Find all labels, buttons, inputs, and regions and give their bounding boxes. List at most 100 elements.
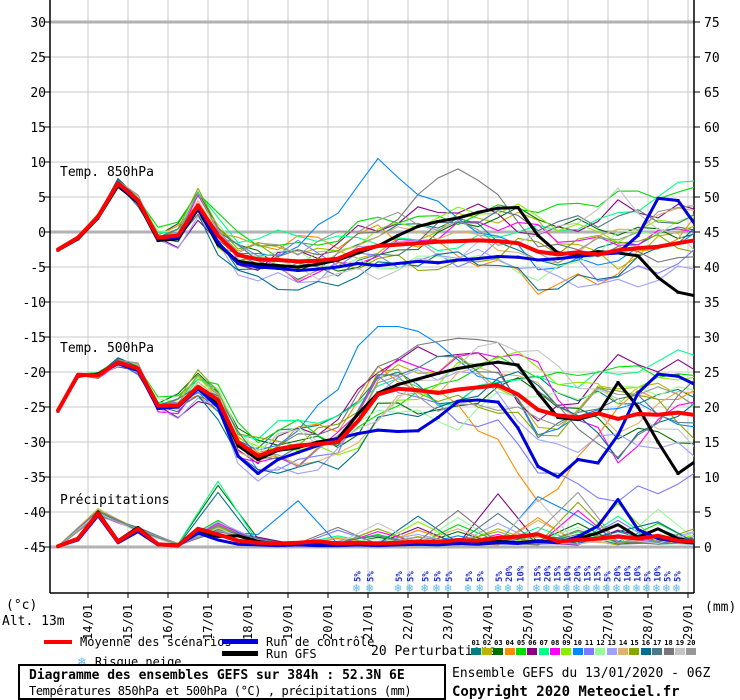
perturbation-swatch: 05 — [515, 640, 527, 655]
temp850-control-marker — [536, 258, 540, 262]
date-label: 22/01 — [401, 604, 415, 640]
y-label-right: 15 — [704, 436, 720, 451]
temp850-control-marker — [436, 261, 440, 265]
y-label-right: 70 — [704, 51, 720, 66]
perturbation-swatch: 11 — [583, 639, 595, 655]
temp850-gfs-marker — [536, 234, 540, 237]
snow-risk-percent: 15% — [533, 565, 543, 582]
y-label-right: 55 — [704, 156, 720, 171]
temp500-gfs-marker — [456, 367, 460, 370]
precip-mean-marker — [576, 538, 580, 542]
snowflake-icon: ❄ — [643, 581, 650, 595]
temp850-mean-marker — [496, 239, 500, 243]
precip-mean-marker — [196, 527, 200, 531]
temp850-control-marker — [216, 241, 220, 244]
perturbation-number: 03 — [494, 639, 503, 647]
temp500-mean-marker — [296, 444, 300, 447]
temp850-control-marker — [576, 255, 580, 258]
temp850-control-marker — [316, 267, 320, 271]
precip-mean-marker — [536, 532, 540, 536]
chart-subtitle: Températures 850hPa et 500hPa (°C) , pré… — [29, 684, 412, 698]
temp500-control-marker — [276, 458, 280, 461]
temp500-gfs-marker — [316, 440, 320, 444]
snowflake-icon: ❄ — [421, 581, 428, 595]
temp500-gfs-marker — [656, 440, 660, 444]
temp500-gfs-marker — [636, 405, 640, 409]
temp850-mean-marker — [196, 203, 200, 207]
y-label-right: 45 — [704, 226, 720, 241]
precip-mean-marker — [416, 539, 420, 543]
temp500-gfs-marker — [416, 377, 420, 381]
y-label-left: 15 — [30, 121, 46, 136]
snowflake-icon: ❄ — [78, 655, 86, 670]
precip-mean-marker — [356, 541, 360, 545]
temp850-mean-marker — [396, 243, 400, 247]
temp500-gfs-marker — [676, 472, 680, 475]
snowflake-icon: ❄ — [543, 581, 550, 595]
perturbation-color — [686, 648, 697, 655]
temp850-control-marker — [616, 251, 620, 255]
y-label-right: 0 — [704, 541, 712, 556]
perturbation-color — [584, 648, 595, 655]
temp500-mean-marker — [276, 447, 280, 451]
y-label-right: 40 — [704, 261, 720, 276]
temp850-mean-marker — [176, 234, 180, 237]
temp850-mean-marker — [536, 250, 540, 254]
perturbation-color — [606, 648, 617, 655]
temp850-mean-marker — [456, 239, 460, 243]
snowflake-icon: ❄ — [623, 581, 630, 595]
perturbation-swatch: 01 — [470, 640, 481, 655]
temp850-mean-marker — [596, 252, 600, 256]
perturbation-swatch: 14 — [617, 640, 629, 655]
legend-mean: Moyenne des scénarios — [44, 631, 232, 650]
temp500-gfs-marker — [236, 444, 240, 447]
y-label-left: 25 — [30, 51, 46, 66]
temp500-control-marker — [456, 399, 460, 403]
perturbation-color — [674, 648, 685, 655]
perturbation-number: 15 — [630, 639, 639, 647]
perturbation-number: 11 — [584, 639, 594, 647]
precip-mean-marker — [376, 542, 380, 545]
y-label-left: -15 — [23, 331, 46, 346]
perturbation-color — [595, 648, 606, 655]
temp850-gfs-marker — [276, 264, 280, 268]
gfs-line-swatch — [222, 651, 258, 656]
temp500-control-marker — [556, 475, 560, 479]
temp500-mean-marker — [356, 419, 360, 423]
perturbation-number: 17 — [652, 639, 662, 647]
perturbation-color — [663, 648, 674, 655]
temp500-mean-marker — [556, 413, 560, 417]
y-label-right: 75 — [704, 16, 720, 31]
perturbation-number: 12 — [596, 639, 605, 647]
y-label-right: 60 — [704, 121, 720, 136]
temp500-mean-marker — [116, 360, 120, 364]
temp500-control-marker — [476, 398, 480, 402]
temp850-mean-marker — [356, 248, 360, 252]
snow-risk-percent: 10% — [653, 565, 663, 582]
temp850-control-marker — [236, 262, 240, 265]
perturbation-color — [493, 648, 504, 655]
temp500-mean-marker — [156, 404, 160, 408]
perturbation-color — [482, 648, 493, 655]
precip-mean-marker — [56, 544, 60, 548]
y-label-left: 20 — [30, 86, 46, 101]
precip-mean-marker — [256, 541, 260, 545]
perturbation-color — [618, 648, 629, 655]
temp850-control-marker — [476, 257, 480, 261]
perturbation-color — [538, 648, 549, 655]
temp500-mean-marker — [56, 409, 60, 412]
perturbation-swatch: 15 — [629, 640, 640, 655]
precip-mean-marker — [556, 539, 560, 543]
temp850-control-marker — [516, 255, 520, 259]
perturbation-swatch: 07 — [538, 640, 549, 655]
perturbation-swatch: 16 — [640, 640, 651, 655]
perturbation-number: 08 — [550, 639, 560, 647]
temp500-mean-marker — [496, 383, 500, 387]
temp850-control-marker — [556, 257, 560, 261]
snow-risk-percent: 20% — [543, 565, 553, 582]
perturbation-color — [527, 648, 538, 655]
temp500-gfs-marker — [476, 363, 480, 367]
temp850-member-line — [57, 183, 694, 277]
temp850-mean-marker — [376, 244, 380, 248]
